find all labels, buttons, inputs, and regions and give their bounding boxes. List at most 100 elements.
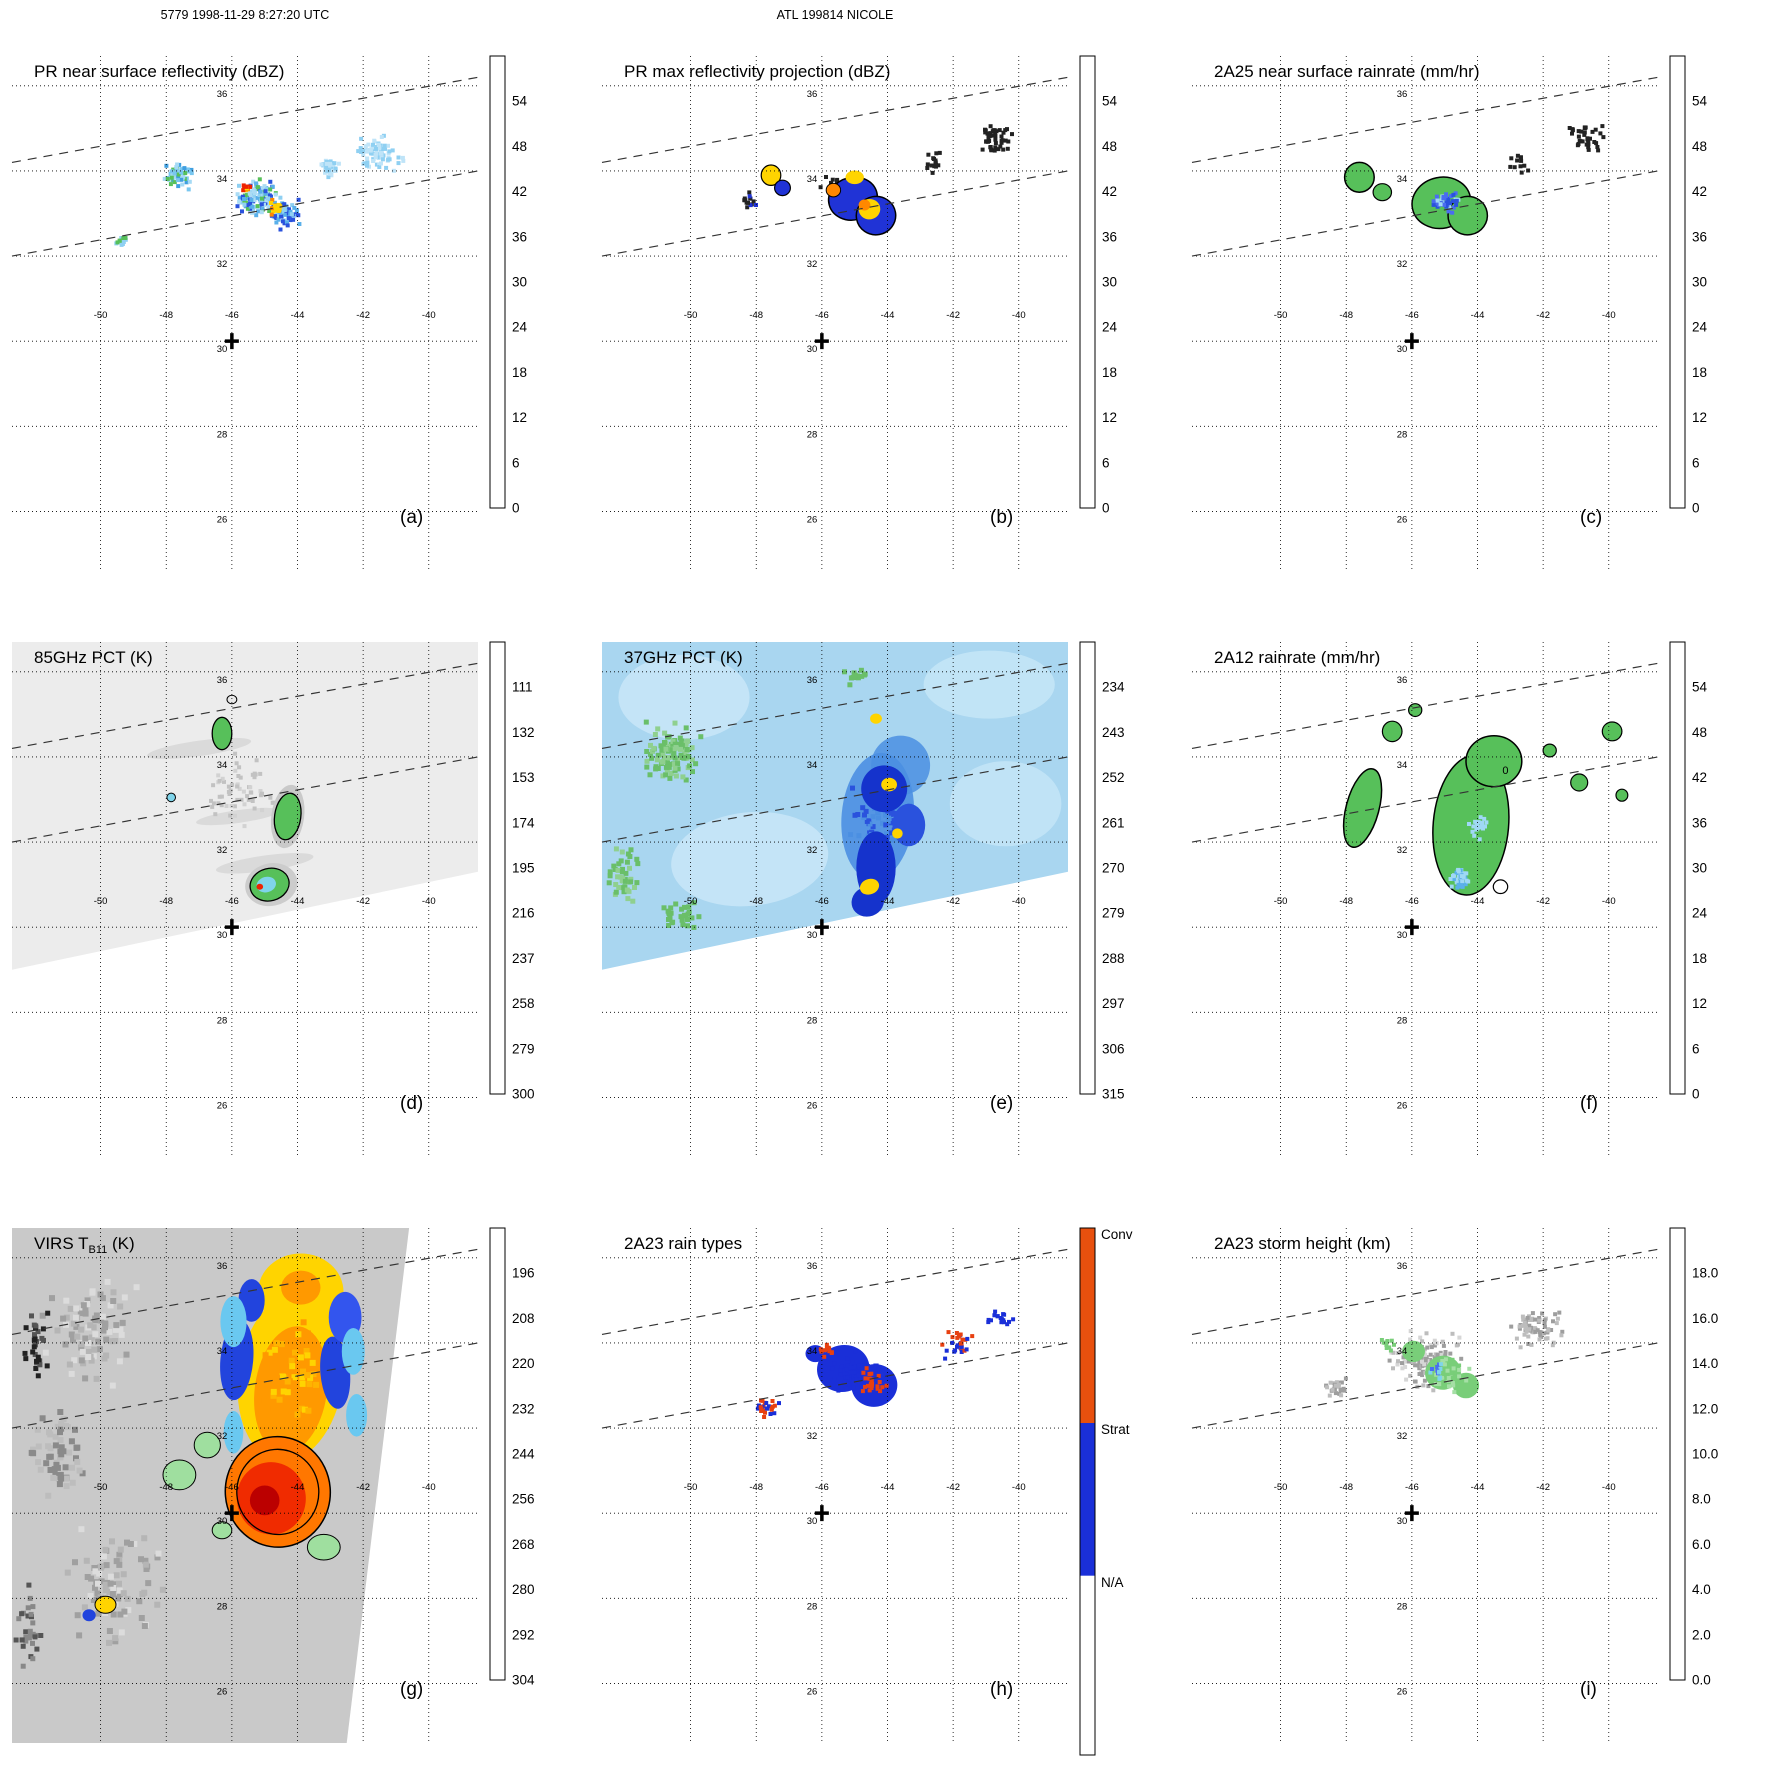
svg-text:261: 261 (1102, 815, 1125, 830)
svg-text:28: 28 (1397, 1601, 1408, 1612)
svg-text:42: 42 (512, 184, 527, 199)
panel-e: -50 -48 -46 -44 -42 -40 26 28 30 32 34 36 37GHz PCT … (594, 614, 1179, 1179)
svg-text:-42: -42 (356, 896, 370, 907)
svg-text:34: 34 (807, 760, 818, 771)
svg-text:132: 132 (512, 725, 535, 740)
svg-text:26: 26 (807, 1100, 818, 1111)
svg-text:26: 26 (217, 1686, 228, 1697)
svg-text:32: 32 (217, 845, 228, 856)
svg-text:-48: -48 (159, 310, 173, 321)
svg-text:34: 34 (217, 1346, 228, 1357)
map-tick-labels: -50 -48 -46 -44 -42 -40 26 28 30 32 34 36 (1274, 1261, 1616, 1698)
svg-text:54: 54 (1102, 94, 1118, 109)
svg-text:-48: -48 (749, 1482, 763, 1493)
map-area: -50 -48 -46 -44 -42 -40 26 28 30 32 34 36 2A25 near … (1191, 56, 1659, 571)
map-tick-labels: -50 -48 -46 -44 -42 -40 26 28 30 32 34 36 (684, 89, 1026, 526)
panel-h: -50 -48 -46 -44 -42 -40 26 28 30 32 34 36 2A23 rain … (594, 1200, 1179, 1765)
map-tick-labels: -50 -48 -46 -44 -42 -40 26 28 30 32 34 36 (1274, 675, 1616, 1112)
map-tick-labels: -50 -48 -46 -44 -42 -40 26 28 30 32 34 36 (94, 675, 436, 1112)
svg-text:28: 28 (807, 1015, 818, 1026)
svg-text:32: 32 (1397, 259, 1408, 270)
svg-text:-50: -50 (94, 896, 108, 907)
svg-text:258: 258 (512, 996, 535, 1011)
svg-text:36: 36 (1692, 229, 1707, 244)
svg-text:-48: -48 (1339, 896, 1353, 907)
panel-letter-label: (g) (400, 1679, 423, 1700)
map-area: -50 -48 -46 -44 -42 -40 26 28 30 32 34 36 2A23 rain … (601, 1228, 1069, 1743)
svg-text:12.0: 12.0 (1692, 1401, 1718, 1416)
map-gridlines (602, 56, 1068, 571)
svg-text:16.0: 16.0 (1692, 1311, 1718, 1326)
data-field (1324, 1310, 1565, 1399)
panel-letter-label: (i) (1580, 1679, 1597, 1700)
storm-center-marker (1404, 1505, 1419, 1522)
svg-text:-46: -46 (225, 310, 239, 321)
svg-text:54: 54 (512, 94, 528, 109)
svg-text:18.0: 18.0 (1692, 1266, 1718, 1281)
svg-text:-48: -48 (1339, 1482, 1353, 1493)
svg-text:-44: -44 (291, 310, 305, 321)
svg-text:36: 36 (512, 229, 527, 244)
colorbar: 54 48 42 36 30 24 18 12 6 0 (1669, 55, 1708, 516)
svg-text:12: 12 (1102, 410, 1117, 425)
svg-text:-44: -44 (1471, 310, 1485, 321)
panel-c: -50 -48 -46 -44 -42 -40 26 28 30 32 34 36 2A25 near … (1184, 28, 1769, 593)
svg-text:-40: -40 (1602, 896, 1616, 907)
svg-text:36: 36 (217, 675, 228, 686)
map-area: -50 -48 -46 -44 -42 -40 26 28 30 32 34 36 2A23 storm… (1191, 1228, 1659, 1743)
map-area: -50 -48 -46 -44 -42 -40 26 28 30 32 34 36 PR max ref… (601, 56, 1069, 571)
svg-text:36: 36 (217, 89, 228, 100)
svg-text:-40: -40 (422, 1482, 436, 1493)
svg-text:-46: -46 (815, 896, 829, 907)
storm-name-header: ATL 199814 NICOLE (776, 8, 894, 22)
svg-text:-50: -50 (684, 896, 698, 907)
svg-text:34: 34 (1397, 760, 1408, 771)
svg-text:30: 30 (1692, 861, 1707, 876)
svg-text:30: 30 (217, 1516, 228, 1527)
svg-text:279: 279 (1102, 906, 1125, 921)
svg-text:-40: -40 (422, 896, 436, 907)
svg-text:42: 42 (1102, 184, 1117, 199)
svg-text:-48: -48 (749, 896, 763, 907)
svg-text:48: 48 (1692, 725, 1707, 740)
svg-text:0: 0 (1502, 765, 1508, 777)
svg-text:243: 243 (1102, 725, 1125, 740)
svg-text:30: 30 (512, 275, 527, 290)
map-tick-labels: -50 -48 -46 -44 -42 -40 26 28 30 32 34 36 (94, 89, 436, 526)
svg-text:-50: -50 (684, 310, 698, 321)
svg-text:297: 297 (1102, 996, 1125, 1011)
panel-letter-label: (f) (1580, 1093, 1598, 1114)
panel-g-plot: -50 -48 -46 -44 -42 -40 26 28 30 32 34 36 VIRS TB11 … (11, 1227, 535, 1743)
colorbar: 111 132 153 174 195 216 237 258 279 300 (489, 641, 535, 1102)
map-gridlines (1192, 56, 1658, 571)
svg-text:18: 18 (512, 365, 527, 380)
colorbar: Conv Strat N/A (1079, 1227, 1133, 1756)
svg-text:6: 6 (1102, 455, 1110, 470)
data-field (114, 133, 406, 247)
svg-text:195: 195 (512, 861, 535, 876)
svg-text:36: 36 (1692, 815, 1707, 830)
svg-text:0.0: 0.0 (1692, 1673, 1711, 1688)
panel-i-plot: -50 -48 -46 -44 -42 -40 26 28 30 32 34 36 2A23 storm… (1191, 1227, 1718, 1743)
svg-text:-42: -42 (1536, 310, 1550, 321)
svg-text:26: 26 (217, 1100, 228, 1111)
svg-text:8.0: 8.0 (1692, 1492, 1711, 1507)
svg-text:30: 30 (1692, 275, 1707, 290)
svg-text:111: 111 (512, 680, 533, 695)
panel-a: -50 -48 -46 -44 -42 -40 26 28 30 32 34 36 PR near su… (4, 28, 589, 593)
svg-text:-44: -44 (291, 1482, 305, 1493)
colorbar: 54 48 42 36 30 24 18 12 6 0 (1669, 641, 1708, 1102)
panel-title: VIRS TB11 (K) (34, 1234, 135, 1256)
svg-text:6.0: 6.0 (1692, 1537, 1711, 1552)
panel-b-plot: -50 -48 -46 -44 -42 -40 26 28 30 32 34 36 PR max ref… (601, 55, 1118, 571)
svg-text:-40: -40 (422, 310, 436, 321)
svg-text:300: 300 (512, 1087, 535, 1102)
svg-text:32: 32 (217, 1431, 228, 1442)
data-field (602, 642, 1068, 970)
svg-text:34: 34 (217, 174, 228, 185)
map-tick-labels: -50 -48 -46 -44 -42 -40 26 28 30 32 34 36 (1274, 89, 1616, 526)
map-tick-labels: -50 -48 -46 -44 -42 -40 26 28 30 32 34 36 (94, 1261, 436, 1698)
storm-center-marker (814, 919, 829, 936)
colorbar: 18.0 16.0 14.0 12.0 10.0 8.0 6.0 4.0 2.0 0.0 (1669, 1227, 1718, 1688)
svg-text:0: 0 (1692, 501, 1700, 516)
